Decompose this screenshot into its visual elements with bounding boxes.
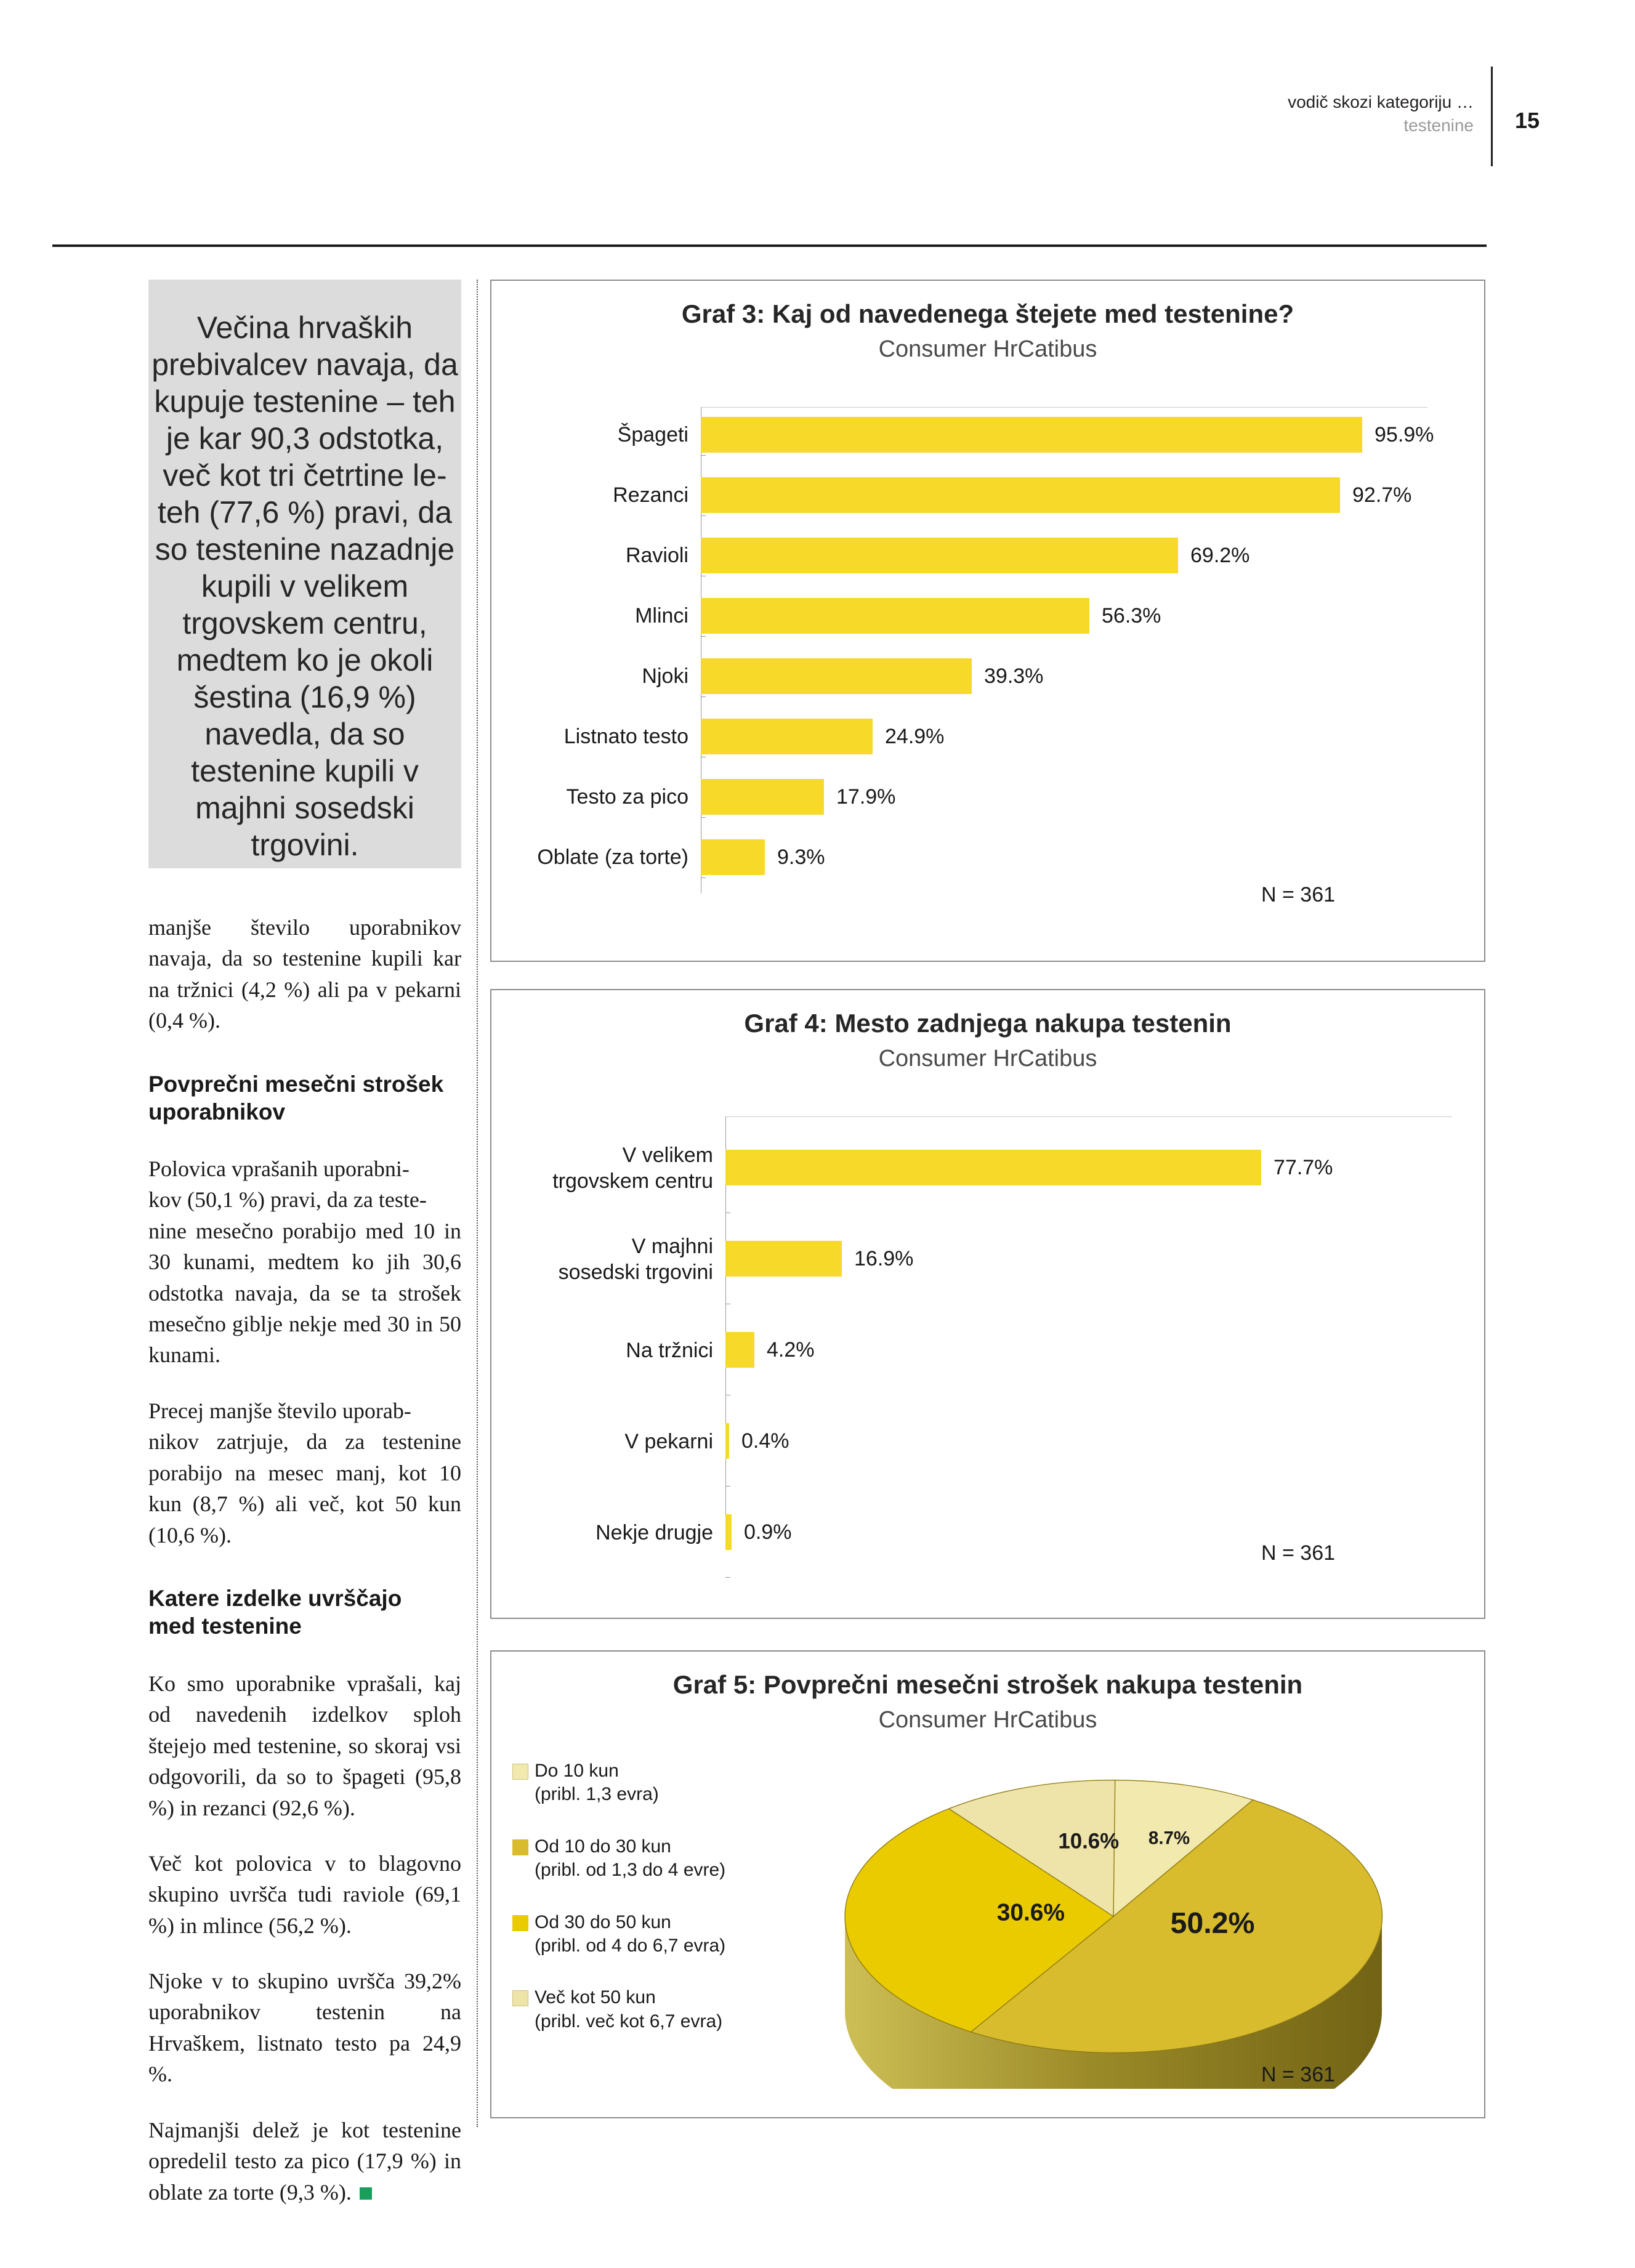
svg-text:8.7%: 8.7% bbox=[1149, 1828, 1190, 1849]
svg-text:10.6%: 10.6% bbox=[1058, 1829, 1119, 1853]
svg-text:30.6%: 30.6% bbox=[997, 1900, 1065, 1926]
svg-text:50.2%: 50.2% bbox=[1171, 1907, 1255, 1940]
